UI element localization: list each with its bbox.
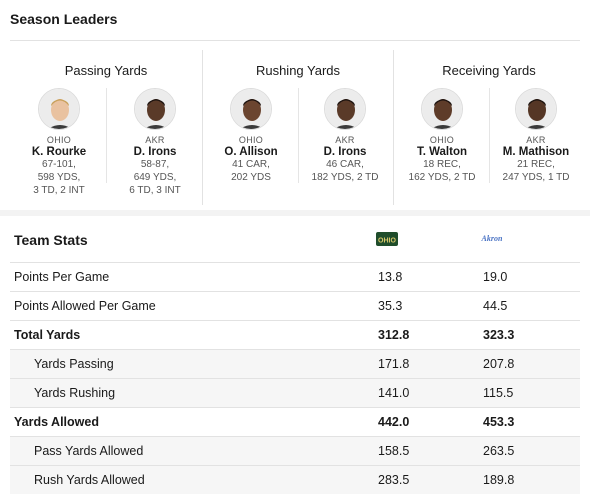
player-stat-line: 182 YDS, 2 TD bbox=[311, 172, 379, 183]
category-title: Passing Yards bbox=[64, 63, 148, 78]
stat-label: Total Yards bbox=[14, 328, 81, 342]
player-stat-line: 162 YDS, 2 TD bbox=[408, 172, 476, 183]
stats-row: Pass Yards Allowed 158.5 263.5 bbox=[10, 436, 580, 465]
leader-player[interactable]: OHIO T. Walton 18 REC, 162 YDS, 2 TD bbox=[395, 88, 489, 184]
stat-label: Yards Allowed bbox=[14, 415, 99, 429]
akron-stat-value: 189.8 bbox=[483, 473, 515, 487]
stats-row: Total Yards 312.8 323.3 bbox=[10, 320, 580, 349]
akron-stat-value: 263.5 bbox=[483, 444, 515, 458]
ohio-logo: OHIO bbox=[376, 232, 398, 246]
player-name[interactable]: D. Irons bbox=[323, 146, 367, 158]
akron-stat-value: 323.3 bbox=[483, 328, 515, 342]
akron-stat-value: 115.5 bbox=[483, 386, 514, 400]
category-passing-yards: Passing Yards OHIO K. Rourke 67-101, 598 … bbox=[10, 50, 202, 205]
ohio-stat-value: 283.5 bbox=[378, 473, 410, 487]
category-receiving-yards: Receiving Yards OHIO T. Walton 18 REC, 16… bbox=[394, 50, 584, 205]
akron-stat-value: 44.5 bbox=[483, 299, 508, 313]
player-team: AKR bbox=[335, 135, 355, 145]
stats-row: Points Per Game 13.8 19.0 bbox=[10, 262, 580, 291]
player-divider bbox=[298, 88, 299, 183]
player-name[interactable]: D. Irons bbox=[133, 146, 177, 158]
player-stat-line: 67-101, bbox=[42, 159, 76, 170]
season-leaders-title: Season Leaders bbox=[10, 11, 118, 27]
player-name[interactable]: O. Allison bbox=[224, 146, 278, 158]
ohio-stat-value: 158.5 bbox=[378, 444, 410, 458]
player-team: AKR bbox=[526, 135, 546, 145]
divider bbox=[10, 40, 580, 41]
team-stats-title: Team Stats bbox=[14, 232, 88, 248]
player-headshot bbox=[324, 88, 366, 130]
stat-label: Yards Passing bbox=[34, 357, 114, 371]
player-stat-line: 6 TD, 3 INT bbox=[129, 185, 181, 196]
player-stat-line: 598 YDS, bbox=[37, 172, 81, 183]
akron-logo-text: Akron bbox=[481, 234, 503, 243]
player-stat-line: 18 REC, bbox=[423, 159, 461, 170]
player-headshot bbox=[38, 88, 80, 130]
stat-label: Yards Rushing bbox=[34, 386, 116, 400]
category-divider bbox=[202, 50, 203, 205]
ohio-stat-value: 442.0 bbox=[378, 415, 410, 429]
stat-label: Points Per Game bbox=[14, 270, 110, 284]
player-stat-line: 247 YDS, 1 TD bbox=[502, 172, 570, 183]
player-stat-line: 649 YDS, bbox=[133, 172, 177, 183]
leader-player[interactable]: AKR M. Mathison 21 REC, 247 YDS, 1 TD bbox=[489, 88, 583, 184]
player-headshot bbox=[421, 88, 463, 130]
ohio-stat-value: 312.8 bbox=[378, 328, 410, 342]
stat-label: Pass Yards Allowed bbox=[34, 444, 144, 458]
player-stat-line: 58-87, bbox=[140, 159, 170, 170]
player-stat-line: 202 YDS bbox=[231, 172, 271, 183]
stats-row: Yards Rushing 141.0 115.5 bbox=[10, 378, 580, 407]
stats-row: Yards Passing 171.8 207.8 bbox=[10, 349, 580, 378]
leader-player[interactable]: OHIO O. Allison 41 CAR, 202 YDS bbox=[204, 88, 298, 184]
ohio-logo-text: OHIO bbox=[378, 238, 396, 245]
ohio-stat-value: 13.8 bbox=[378, 270, 403, 284]
player-stat-line: 3 TD, 2 INT bbox=[33, 185, 85, 196]
player-name[interactable]: M. Mathison bbox=[502, 146, 570, 158]
ohio-stat-value: 141.0 bbox=[378, 386, 410, 400]
stat-label: Rush Yards Allowed bbox=[34, 473, 145, 487]
player-headshot bbox=[515, 88, 557, 130]
akron-logo: Akron bbox=[481, 234, 503, 243]
player-stat-line: 21 REC, bbox=[517, 159, 555, 170]
stats-row: Yards Allowed 442.0 453.3 bbox=[10, 407, 580, 436]
team-stats-card: Team Stats OHIO Akron Points Per Game 13… bbox=[0, 216, 590, 500]
ohio-stat-value: 35.3 bbox=[378, 299, 403, 313]
player-stat-line: 46 CAR, bbox=[326, 159, 364, 170]
player-stat-line: 41 CAR, bbox=[232, 159, 270, 170]
player-name[interactable]: K. Rourke bbox=[31, 146, 87, 158]
akron-stat-value: 207.8 bbox=[483, 357, 515, 371]
leader-player[interactable]: AKR D. Irons 46 CAR, 182 YDS, 2 TD bbox=[298, 88, 392, 184]
akron-stat-value: 19.0 bbox=[483, 270, 508, 284]
player-team: OHIO bbox=[46, 135, 72, 145]
category-title: Rushing Yards bbox=[255, 63, 341, 78]
category-title: Receiving Yards bbox=[442, 63, 536, 78]
leader-player[interactable]: AKR D. Irons 58-87, 649 YDS, 6 TD, 3 INT bbox=[108, 88, 202, 197]
player-headshot bbox=[230, 88, 272, 130]
player-team: AKR bbox=[145, 135, 165, 145]
stats-row: Points Allowed Per Game 35.3 44.5 bbox=[10, 291, 580, 320]
akron-stat-value: 453.3 bbox=[483, 415, 515, 429]
season-leaders-card: Season Leaders Passing Yards OHIO K. Rou… bbox=[0, 0, 590, 210]
player-divider bbox=[489, 88, 490, 183]
stat-label: Points Allowed Per Game bbox=[14, 299, 156, 313]
leader-player[interactable]: OHIO K. Rourke 67-101, 598 YDS, 3 TD, 2 IN… bbox=[12, 88, 106, 197]
stats-row: Rush Yards Allowed 283.5 189.8 bbox=[10, 465, 580, 494]
category-rushing-yards: Rushing Yards OHIO O. Allison 41 CAR, 202… bbox=[203, 50, 393, 205]
player-team: OHIO bbox=[429, 135, 455, 145]
player-headshot bbox=[134, 88, 176, 130]
player-team: OHIO bbox=[238, 135, 264, 145]
ohio-stat-value: 171.8 bbox=[378, 357, 410, 371]
category-divider bbox=[393, 50, 394, 205]
player-name[interactable]: T. Walton bbox=[416, 146, 468, 158]
player-divider bbox=[106, 88, 107, 183]
